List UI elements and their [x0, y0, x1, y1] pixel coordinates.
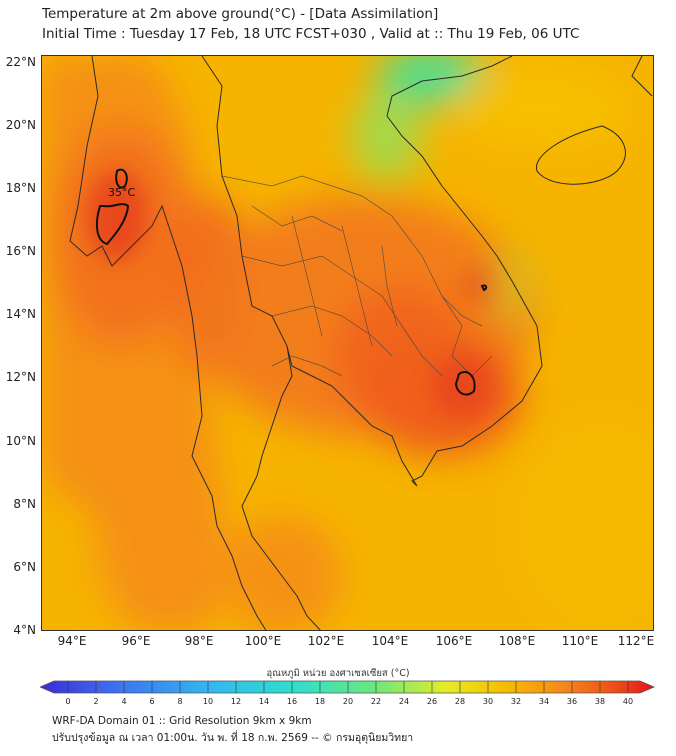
- colorbar-tick-label: 36: [566, 697, 578, 706]
- cool-field: [352, 56, 653, 630]
- lon-label-100e: 100°E: [244, 634, 282, 648]
- colorbar-tick-label: 16: [286, 697, 298, 706]
- lon-label-104e: 104°E: [371, 634, 409, 648]
- colorbar-tick-label: 38: [594, 697, 606, 706]
- colorbar-tick-label: 14: [258, 697, 270, 706]
- colorbar-tick-label: 8: [177, 697, 183, 706]
- lon-label-112e: 112°E: [617, 634, 655, 648]
- lon-label-102e: 102°E: [307, 634, 345, 648]
- footer-model-info: WRF-DA Domain 01 :: Grid Resolution 9km …: [52, 715, 312, 727]
- colorbar-tick-label: 34: [538, 697, 550, 706]
- lat-label-12n: 12°N: [5, 370, 36, 384]
- colorbar-tick-label: 0: [65, 697, 71, 706]
- colorbar-tick-label: 20: [342, 697, 354, 706]
- admin-borders: [221, 175, 493, 377]
- lon-label-110e: 110°E: [561, 634, 599, 648]
- colorbar-tick-label: 10: [202, 697, 214, 706]
- lon-label-98e: 98°E: [184, 634, 214, 648]
- colorbar: [40, 680, 656, 694]
- colorbar-tick-label: 40: [622, 697, 634, 706]
- lat-label-4n: 4°N: [13, 623, 36, 637]
- colorbar-tick-label: 6: [149, 697, 155, 706]
- lat-label-10n: 10°N: [5, 434, 36, 448]
- warm-field: [42, 56, 532, 630]
- lat-label-20n: 20°N: [5, 118, 36, 132]
- temperature-map: 35°C: [41, 55, 654, 631]
- colorbar-tick-label: 18: [314, 697, 326, 706]
- lat-label-22n: 22°N: [5, 55, 36, 69]
- contour-label: 35°C: [108, 186, 135, 199]
- lat-label-6n: 6°N: [13, 560, 36, 574]
- colorbar-tick-label: 32: [510, 697, 522, 706]
- chart-subtitle: Initial Time : Tuesday 17 Feb, 18 UTC FC…: [42, 26, 580, 42]
- lon-label-96e: 96°E: [121, 634, 151, 648]
- colorbar-tick-label: 24: [398, 697, 410, 706]
- colorbar-tick-label: 4: [121, 697, 127, 706]
- colorbar-tick-label: 30: [482, 697, 494, 706]
- footer-update-info: ปรับปรุงข้อมูล ณ เวลา 01:00น. วัน พ. ที่…: [52, 732, 414, 744]
- colorbar-tick-label: 28: [454, 697, 466, 706]
- colorbar-tick-label: 12: [230, 697, 242, 706]
- colorbar-title: อุณหภูมิ หน่วย องศาเซลเซียส (°C): [266, 668, 410, 679]
- lat-label-18n: 18°N: [5, 181, 36, 195]
- colorbar-tick-label: 2: [93, 697, 99, 706]
- colorbar-tick-label: 26: [426, 697, 438, 706]
- colorbar-ramp: [40, 680, 656, 694]
- lon-label-106e: 106°E: [435, 634, 473, 648]
- contour-35c: [95, 168, 488, 396]
- colorbar-tick-label: 22: [370, 697, 382, 706]
- chart-title: Temperature at 2m above ground(°C) - [Da…: [42, 6, 439, 22]
- lat-label-8n: 8°N: [13, 497, 36, 511]
- lat-label-16n: 16°N: [5, 244, 36, 258]
- lat-label-14n: 14°N: [5, 307, 36, 321]
- lon-label-94e: 94°E: [57, 634, 87, 648]
- coastlines: [69, 56, 653, 630]
- lon-label-108e: 108°E: [498, 634, 536, 648]
